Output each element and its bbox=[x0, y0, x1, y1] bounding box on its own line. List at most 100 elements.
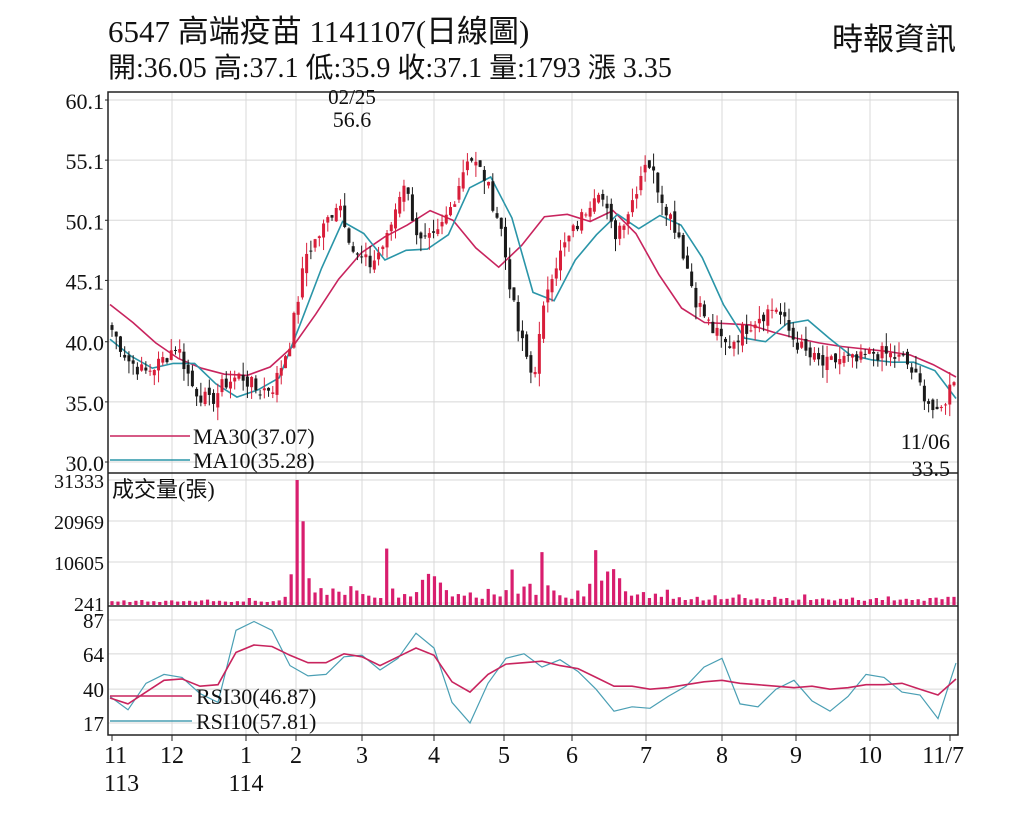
candle-body bbox=[330, 215, 334, 218]
rsi-tick-label: 64 bbox=[83, 643, 105, 667]
candle-body bbox=[609, 203, 613, 222]
candle-body bbox=[334, 207, 338, 222]
candle-body bbox=[901, 354, 905, 356]
price-tick-label: 30.0 bbox=[66, 451, 105, 476]
candle-body bbox=[736, 340, 740, 343]
candle-body bbox=[838, 359, 842, 365]
volume-bar bbox=[510, 569, 514, 605]
candle-body bbox=[787, 320, 791, 331]
volume-bar bbox=[158, 601, 162, 605]
candle-body bbox=[279, 368, 283, 376]
candle-body bbox=[457, 186, 461, 200]
volume-bar bbox=[432, 576, 437, 605]
high-value-label: 56.6 bbox=[333, 107, 372, 132]
volume-bar bbox=[946, 596, 950, 605]
volume-bar bbox=[391, 588, 395, 605]
volume-bar bbox=[468, 592, 472, 605]
candle-body bbox=[537, 334, 541, 374]
candle-body bbox=[419, 232, 423, 239]
volume-bar bbox=[880, 599, 884, 605]
x-tick-label: 5 bbox=[498, 743, 510, 769]
candle-body bbox=[207, 387, 211, 395]
candle-body bbox=[647, 160, 651, 168]
volume-bar bbox=[211, 601, 216, 605]
volume-bar bbox=[832, 600, 837, 605]
candle-body bbox=[550, 279, 554, 293]
volume-bar bbox=[480, 598, 484, 605]
volume-bar bbox=[707, 599, 711, 605]
volume-bar bbox=[176, 601, 180, 605]
low-value-label: 33.5 bbox=[912, 456, 951, 481]
volume-bar bbox=[182, 601, 186, 605]
volume-bar bbox=[904, 598, 908, 605]
candle-body bbox=[453, 204, 457, 207]
volume-bar bbox=[623, 591, 628, 605]
candle-body bbox=[182, 351, 186, 370]
candle-body bbox=[575, 225, 579, 230]
x-tick-label: 1 bbox=[240, 743, 252, 769]
candle-body bbox=[893, 357, 897, 359]
volume-bar bbox=[576, 590, 580, 605]
volume-bar bbox=[761, 599, 765, 605]
chart-border bbox=[107, 91, 959, 736]
candle-body bbox=[178, 349, 182, 353]
candle-body bbox=[580, 212, 584, 231]
candle-body bbox=[144, 367, 148, 371]
volume-bar bbox=[301, 521, 305, 605]
candle-body bbox=[216, 393, 220, 408]
candle-body bbox=[698, 302, 702, 307]
candle-body bbox=[385, 233, 389, 248]
candle-body bbox=[525, 334, 529, 357]
candle-body bbox=[694, 287, 698, 308]
candle-body bbox=[927, 401, 931, 404]
candle-body bbox=[618, 225, 622, 239]
volume-bar bbox=[755, 598, 759, 605]
candle-body bbox=[867, 349, 871, 354]
volume-bar bbox=[940, 599, 944, 605]
candle-body bbox=[724, 338, 728, 343]
volume-bar bbox=[343, 594, 347, 605]
candle-body bbox=[520, 330, 524, 339]
candle-body bbox=[516, 301, 520, 332]
candle-body bbox=[872, 351, 876, 354]
candle-body bbox=[567, 235, 571, 242]
candle-body bbox=[800, 341, 804, 348]
candle-body bbox=[766, 309, 770, 326]
candle-body bbox=[347, 228, 351, 243]
candle-body bbox=[732, 341, 736, 349]
candle-body bbox=[343, 205, 347, 227]
volume-bar bbox=[146, 601, 150, 605]
candle-body bbox=[859, 351, 863, 360]
candle-body bbox=[884, 346, 888, 354]
candle-body bbox=[584, 214, 588, 216]
volume-bar bbox=[713, 595, 717, 605]
candle-body bbox=[931, 399, 935, 411]
candle-body bbox=[533, 371, 537, 375]
volume-bar bbox=[307, 578, 311, 605]
volume-bar bbox=[856, 599, 861, 605]
x-tick-sublabel: 114 bbox=[228, 771, 263, 797]
candle-body bbox=[529, 355, 533, 373]
candle-body bbox=[512, 287, 516, 301]
volume-bar bbox=[826, 599, 831, 605]
volume-bar bbox=[450, 596, 454, 605]
volume-bar bbox=[934, 597, 938, 605]
volume-bar bbox=[152, 601, 156, 605]
volume-bar bbox=[265, 601, 269, 605]
volume-bar bbox=[582, 596, 586, 605]
candle-body bbox=[673, 211, 677, 233]
x-tick-label: 12 bbox=[160, 743, 184, 769]
volume-bar bbox=[420, 579, 425, 605]
candle-body bbox=[508, 259, 512, 290]
candle-body bbox=[368, 255, 372, 268]
ma30-line bbox=[109, 209, 957, 378]
candle-body bbox=[554, 268, 558, 279]
candle-body bbox=[715, 327, 719, 336]
ohlc-summary: 開:36.05 高:37.1 低:35.9 收:37.1 量:1793 漲 3.… bbox=[108, 53, 672, 84]
candle-body bbox=[905, 351, 909, 365]
volume-bar bbox=[546, 585, 550, 605]
volume-bar bbox=[110, 601, 114, 605]
rsi30-legend-label: RSI30(46.87) bbox=[196, 684, 316, 709]
candle-body bbox=[812, 352, 816, 360]
chart-labels: 60.155.150.145.140.035.030.0313332096910… bbox=[54, 85, 964, 797]
